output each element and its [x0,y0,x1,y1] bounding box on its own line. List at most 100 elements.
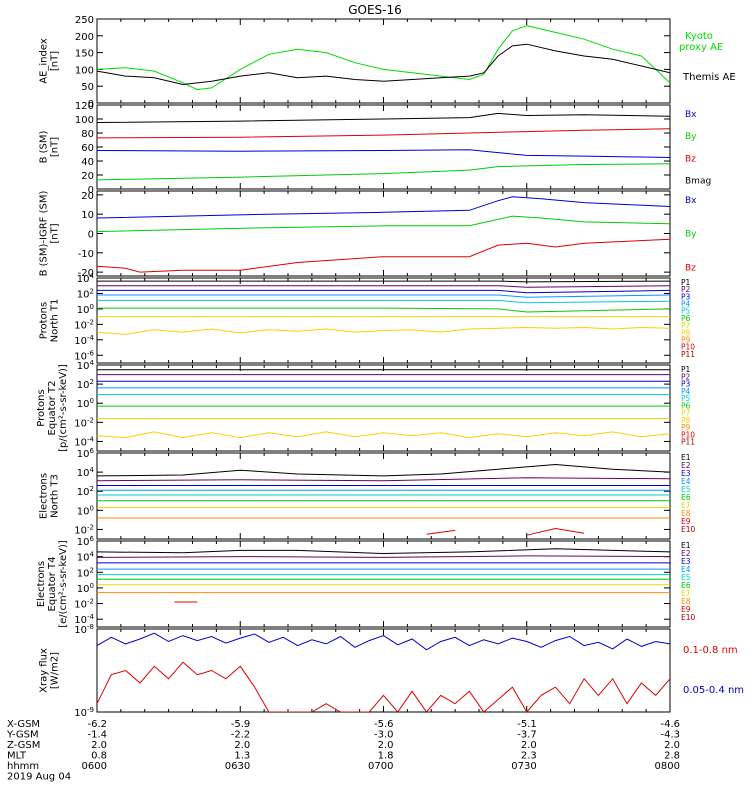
legend-entry: E2 [681,461,691,470]
legend-entry: P10 [681,430,695,439]
y-axis-label: [e/(cm²-s-sr-keV)] [58,540,69,628]
legend-entry: P1 [681,278,691,287]
y-tick-label: 100 [77,582,94,595]
y-tick-label: 104 [77,466,95,479]
y-tick-label: 106 [77,535,95,548]
legend-entry: Bx [685,196,697,206]
legend-entry: P6 [681,314,691,323]
y-tick-label: 250 [75,15,94,26]
ephemeris-value: 2.0 [378,740,394,751]
y-tick-label: 10-4 [74,435,94,448]
ephemeris-value: 0700 [368,761,393,772]
ephemeris-value: -6.2 [87,719,107,730]
ephemeris-value: 0730 [511,761,536,772]
series-group [97,112,670,181]
series-group [97,632,670,712]
y-tick-label: 0 [88,230,94,241]
chart-title: GOES-16 [348,3,402,17]
legend-entry: Bx [685,110,697,120]
legend-entry: P9 [681,423,691,432]
y-axis-label: Xray flux [39,648,50,693]
legend-entry: P5 [681,307,691,316]
y-tick-label: 10-9 [74,706,94,719]
legend-entry: E9 [681,605,691,614]
ephemeris-value: 2.0 [234,740,250,751]
ephemeris-value: -5.6 [374,719,394,730]
series-line-1 [97,128,670,139]
y-tick-label: 10-2 [74,318,94,331]
legend-entry: E10 [681,525,696,534]
series-group [97,463,670,536]
y-tick-label: 200 [75,32,94,43]
y-tick-label: 102 [77,485,94,498]
series-line-0 [97,280,670,283]
y-axis-label: Protons [39,302,50,339]
y-tick-label: 100 [77,397,94,410]
y-tick-label: 20 [81,171,94,182]
y-axis-label: Equator T2 [47,381,58,436]
y-axis-label: [nT] [50,223,61,243]
panel-bsm: 0 20 40 60 80 100 120 B (SM) [nT] Bx By Bz Bmag [39,101,712,196]
y-axis-label: B (SM)-IGRF (SM) [39,191,50,277]
series-line-0 [97,463,670,477]
panel-frame [96,628,671,713]
legend-entry: P2 [681,285,691,294]
series-group [97,548,670,603]
legend-entry: By [685,230,697,240]
ephemeris-row-label: Y-GSM [6,730,39,741]
y-tick-label: 100 [77,303,94,316]
y-tick-label: 104 [77,359,95,372]
ephemeris-value: 1.8 [378,751,394,762]
panel-et4: 106 104 102 100 10-2 10-4 Electrons Equator T4[… [36,535,696,628]
y-axis-label: North T3 [50,474,61,518]
panel-ae: 0 50 100 150 200 250 AE_index [nT] Kyoto proxy AE… [39,15,736,110]
y-axis-label: Electrons [36,561,47,607]
y-tick-label: 10-4 [74,613,94,626]
legend-entry: P6 [681,401,691,410]
ephemeris-value: -5.1 [517,719,537,730]
ephemeris-value: -2.2 [231,730,251,741]
ephemeris-row-label: hhmm [7,761,39,772]
ephemeris-date: 2019 Aug 04 [7,772,71,783]
ephemeris-value: -1.4 [87,730,107,741]
y-tick-label: 102 [77,566,94,579]
y-tick-label: 10-8 [74,623,94,636]
y-tick-label: 10-2 [74,416,94,429]
y-tick-label: -20 [78,268,94,279]
ephemeris-value: 2.0 [664,740,680,751]
legend-entry: P11 [681,438,695,447]
series-line-0 [97,196,670,219]
legend-entry: 0.1-0.8 nm [683,645,738,656]
y-axis-label: [W/m2] [50,652,61,689]
ephemeris-row-label: Z-GSM [7,740,40,751]
ephemeris-value: 0.8 [91,751,107,762]
y-axis-label: North T1 [50,299,61,343]
legend-entry: E9 [681,517,691,526]
legend-entry: E6 [681,493,691,502]
panel-frame [96,452,671,540]
ephemeris-value: 0600 [82,761,107,772]
y-axis-label: Protons [36,389,47,426]
ephemeris-value: -3.7 [517,730,537,741]
legend-entry: E8 [681,597,691,606]
legend-entry: Bz [685,154,696,164]
series-line-1 [97,555,670,558]
ephemeris-row-label: MLT [7,751,27,762]
y-tick-label: 100 [75,65,94,76]
series-line-2 [97,238,670,273]
series-line-3 [97,163,670,181]
panel-pt2: 104 102 100 10-2 10-4 Protons Equator T2 [p/(cm… [36,359,695,452]
legend-entry: E5 [681,485,691,494]
panel-frame [96,364,671,452]
ephemeris-table: X-GSM -6.2 -5.9 -5.6 -5.1 -4.6 Y-GSM -1.4 -2.2 -3… [6,719,680,783]
y-tick-label: 20 [81,191,94,202]
legend-entry: P8 [681,416,691,425]
legend: Kyoto proxy AE Themis AE [679,31,736,83]
legend-entry: P9 [681,335,691,344]
series-line-2 [97,289,670,294]
